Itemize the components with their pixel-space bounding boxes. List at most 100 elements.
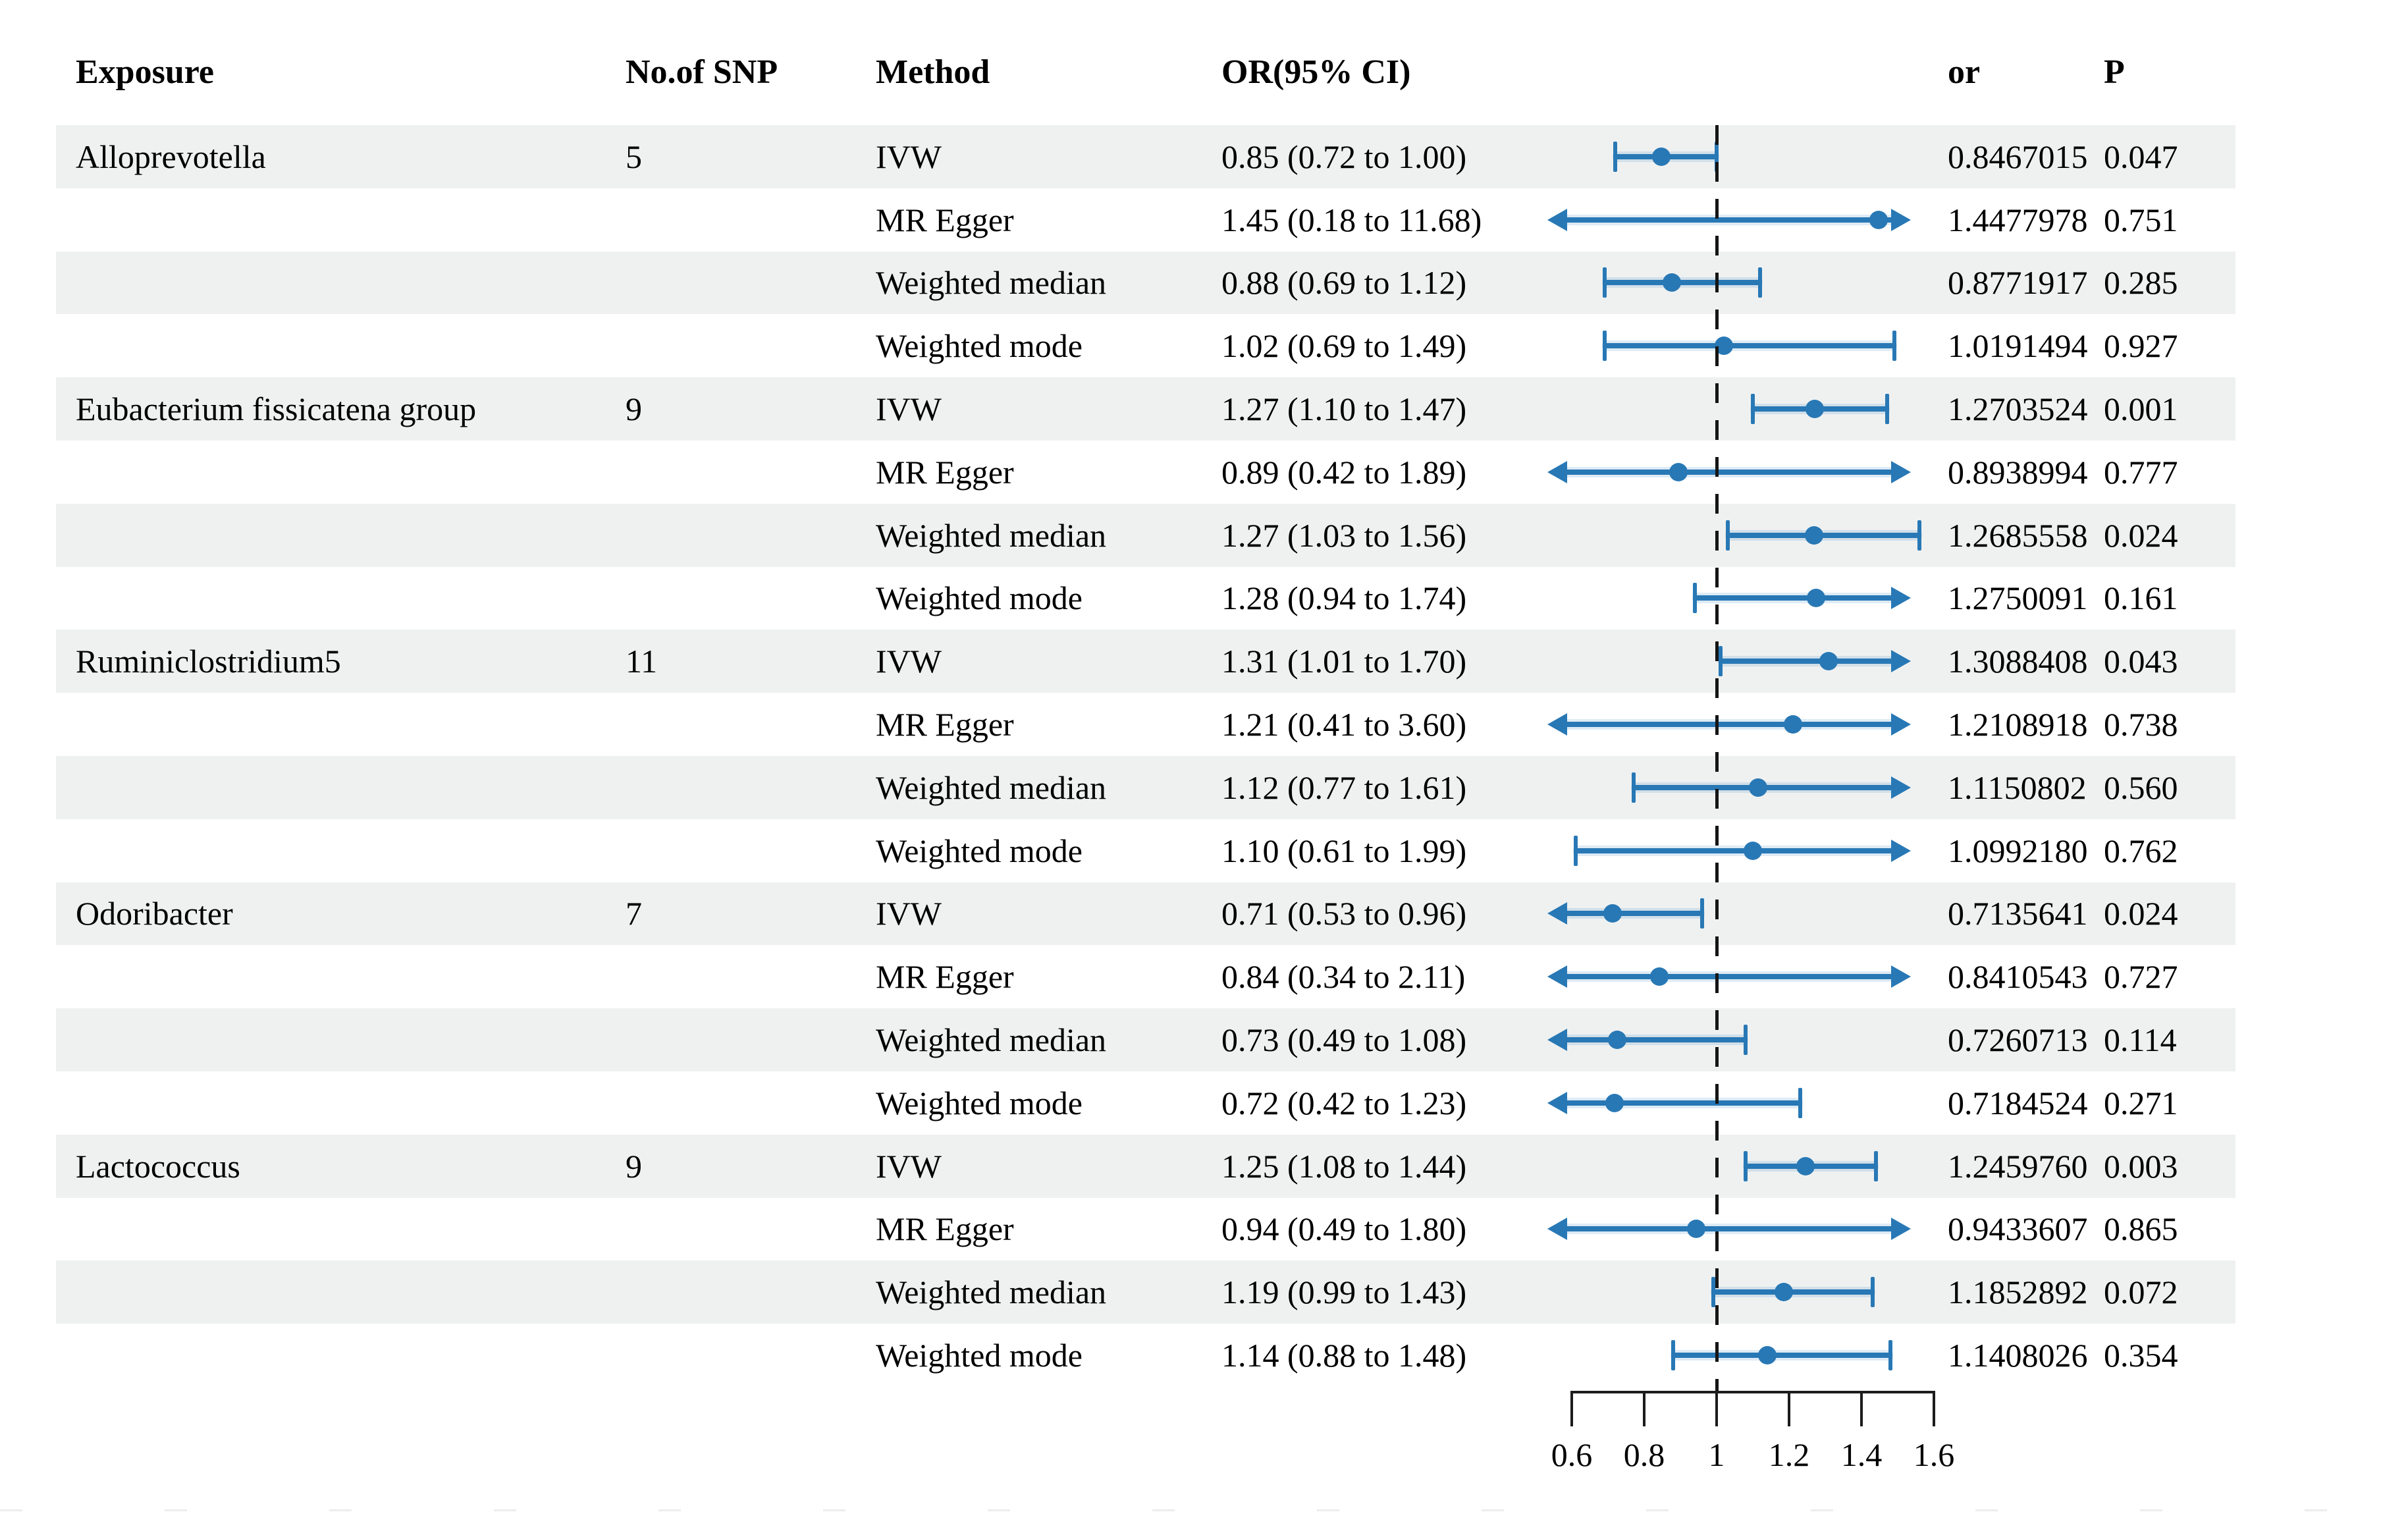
ci-arrow-left [1547, 902, 1567, 925]
ci-arrow-right [1891, 713, 1911, 736]
ci-whisker [1700, 898, 1704, 929]
or-point-marker [1804, 526, 1823, 545]
or-ci-text: 0.85 (0.72 to 1.00) [1221, 138, 1467, 175]
or-ci-text: 0.94 (0.49 to 1.80) [1221, 1210, 1467, 1248]
or-point-marker [1819, 652, 1838, 671]
p-value: 0.560 [2104, 768, 2178, 806]
x-axis-tick [1570, 1391, 1573, 1426]
ci-arrow-left [1547, 713, 1567, 736]
method-label: Weighted mode [876, 327, 1083, 365]
or-point-marker [1774, 1283, 1793, 1302]
snp-count: 5 [626, 138, 642, 175]
table-row: Weighted median 1.19 (0.99 to 1.43) 1.1852… [0, 1260, 2408, 1324]
method-label: IVW [876, 391, 942, 428]
p-value: 0.271 [2104, 1084, 2178, 1121]
or-ci-text: 1.25 (1.08 to 1.44) [1221, 1147, 1467, 1185]
p-value: 0.285 [2104, 264, 2178, 302]
p-value: 0.738 [2104, 706, 2178, 743]
or-exact-value: 1.1408026 [1948, 1337, 2088, 1374]
exposure-label: Eubacterium fissicatena group [76, 391, 477, 428]
row-shade-band [56, 1134, 2235, 1198]
or-point-marker [1686, 1220, 1705, 1239]
ci-whisker [1758, 267, 1762, 298]
row-shade-band [56, 1260, 2235, 1324]
table-row: MR Egger 1.21 (0.41 to 3.60) 1.2108918 0.73… [0, 693, 2408, 756]
table-row: Weighted mode 1.28 (0.94 to 1.74) 1.275009… [0, 567, 2408, 630]
ci-line [1604, 280, 1760, 286]
or-exact-value: 0.8467015 [1948, 138, 2088, 175]
ci-arrow-right [1891, 1218, 1911, 1241]
ci-arrow-right [1891, 587, 1911, 610]
method-label: IVW [876, 1147, 942, 1185]
ci-line [1575, 848, 1900, 853]
method-label: Weighted mode [876, 1337, 1083, 1374]
or-exact-value: 1.0191494 [1948, 327, 2088, 365]
row-shade-band [56, 314, 2235, 377]
snp-count: 11 [626, 643, 658, 680]
ci-whisker [1751, 394, 1755, 425]
column-header-or-95-ci: OR(95% CI) [1221, 53, 1411, 91]
or-exact-value: 1.1150802 [1948, 768, 2087, 806]
exposure-label: Ruminiclostridium5 [76, 643, 341, 680]
or-point-marker [1805, 400, 1824, 419]
x-axis-tick-label: 1.6 [1913, 1436, 1955, 1473]
or-point-marker [1663, 273, 1682, 292]
or-point-marker [1807, 589, 1826, 608]
snp-count: 7 [626, 895, 642, 932]
or-point-marker [1796, 1156, 1815, 1175]
or-exact-value: 1.2685558 [1948, 516, 2088, 554]
or-ci-text: 1.21 (0.41 to 3.60) [1221, 706, 1467, 743]
or-ci-text: 1.28 (0.94 to 1.74) [1221, 580, 1467, 617]
ci-arrow-right [1891, 965, 1911, 988]
table-row: Alloprevotella 5 IVW 0.85 (0.72 to 1.00) 0.8… [0, 125, 2408, 188]
or-exact-value: 0.8771917 [1948, 264, 2088, 302]
method-label: Weighted median [876, 1274, 1107, 1311]
or-point-marker [1669, 462, 1688, 481]
ci-arrow-left [1547, 208, 1567, 231]
ci-line [1558, 722, 1900, 728]
ci-arrow-left [1547, 1091, 1567, 1114]
column-header-no-of-snp: No.of SNP [626, 53, 778, 91]
p-value: 0.161 [2104, 580, 2178, 617]
ci-whisker [1870, 1277, 1875, 1308]
or-exact-value: 0.7184524 [1948, 1084, 2088, 1121]
table-row: Weighted mode 1.02 (0.69 to 1.49) 1.019149… [0, 314, 2408, 377]
method-label: IVW [876, 895, 942, 932]
table-row: MR Egger 0.94 (0.49 to 1.80) 0.9433607 0.86… [0, 1198, 2408, 1261]
method-label: IVW [876, 138, 942, 175]
ci-arrow-right [1891, 650, 1911, 673]
method-label: Weighted median [876, 516, 1107, 554]
ci-line [1727, 532, 1919, 538]
ci-whisker [1744, 1150, 1748, 1181]
method-label: Weighted median [876, 768, 1107, 806]
p-value: 0.072 [2104, 1274, 2178, 1311]
row-shade-band [56, 125, 2235, 188]
table-row: Weighted median 1.12 (0.77 to 1.61) 1.1150… [0, 756, 2408, 819]
ci-whisker [1602, 267, 1607, 298]
or-ci-text: 0.89 (0.42 to 1.89) [1221, 453, 1467, 491]
table-row: Weighted median 0.88 (0.69 to 1.12) 0.8771… [0, 251, 2408, 315]
or-point-marker [1783, 715, 1802, 734]
reference-line-or-1 [1715, 125, 1719, 1391]
column-header-exposure: Exposure [76, 53, 214, 91]
or-exact-value: 0.8410543 [1948, 958, 2088, 996]
ci-whisker [1693, 583, 1697, 614]
ci-arrow-right [1891, 776, 1911, 799]
p-value: 0.927 [2104, 327, 2178, 365]
p-value: 0.727 [2104, 958, 2178, 996]
or-ci-text: 1.27 (1.03 to 1.56) [1221, 516, 1467, 554]
x-axis-line [1572, 1391, 1934, 1393]
or-ci-text: 0.73 (0.49 to 1.08) [1221, 1021, 1467, 1059]
method-label: MR Egger [876, 453, 1014, 491]
ci-whisker [1613, 141, 1617, 172]
or-ci-text: 0.84 (0.34 to 2.11) [1221, 958, 1466, 996]
column-header-or-value: or [1948, 53, 1981, 91]
column-header-p-value: P [2104, 53, 2125, 91]
or-point-marker [1758, 1346, 1777, 1365]
ci-whisker [1744, 1025, 1748, 1056]
ci-line [1558, 1100, 1800, 1106]
x-axis-tick [1643, 1391, 1645, 1426]
method-label: Weighted mode [876, 580, 1083, 617]
ci-line [1558, 1037, 1746, 1043]
